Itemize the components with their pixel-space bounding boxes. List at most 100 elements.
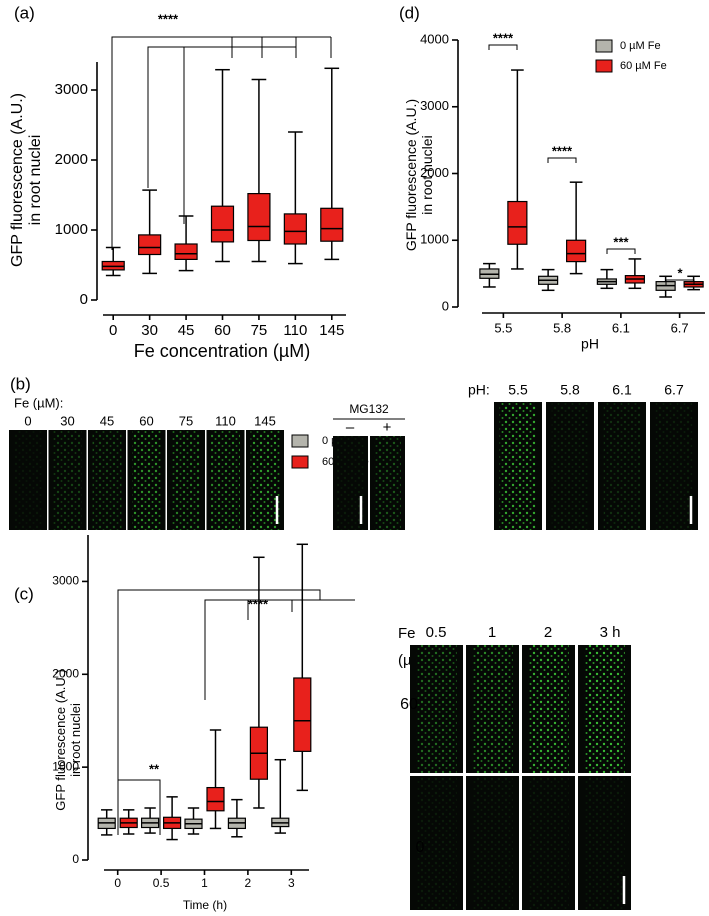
y-tick-label: 2000 (55, 151, 88, 168)
y-axis-label: GFP fluorescence (A.U.)in root nuclei (53, 669, 83, 810)
fe-level: 0 (24, 413, 31, 428)
ph-level: 5.8 (560, 382, 580, 398)
fe-label: Fe (398, 625, 416, 642)
panel-label: (a) (14, 3, 35, 22)
row-label: 0 (416, 839, 425, 856)
significance-label: **** (158, 11, 179, 26)
y-tick-label: 0 (72, 852, 79, 866)
y-tick-label: 0 (80, 291, 88, 308)
significance-label: * (677, 265, 683, 280)
micrograph-signal (472, 645, 513, 773)
micrograph-signal (416, 776, 457, 910)
micrograph-signal (528, 776, 569, 910)
panel-label: (d) (399, 3, 420, 22)
ph-level: 5.5 (508, 382, 528, 398)
x-tick-label: 30 (141, 322, 158, 339)
panel-label: (b) (10, 374, 31, 393)
significance-bracket (606, 248, 636, 254)
mg132-state: – (346, 419, 355, 436)
x-axis-label: Time (h) (183, 898, 227, 912)
x-tick-label: 1 (201, 876, 208, 890)
x-tick-label: 0 (109, 322, 117, 339)
micrograph-signal (13, 430, 43, 530)
significance-label: **** (552, 143, 573, 158)
y-axis-label-line: GFP fluorescence (A.U.) (9, 93, 26, 267)
y-tick-label: 1000 (52, 759, 79, 773)
x-tick-label: 145 (319, 322, 344, 339)
micrograph-signal (528, 645, 569, 773)
significance-label: *** (613, 234, 629, 249)
y-tick-label: 4000 (420, 31, 449, 46)
box (507, 200, 528, 245)
y-tick-label: 3000 (420, 98, 449, 113)
box (283, 213, 307, 245)
y-axis-label-line: GFP fluorescence (A.U.) (53, 669, 68, 810)
legend-swatch (291, 455, 309, 469)
x-tick-label: 45 (178, 322, 195, 339)
micrograph-signal (551, 402, 589, 530)
panel-label: (c) (14, 584, 34, 603)
fe-level: 45 (100, 413, 114, 428)
legend-swatch (291, 434, 309, 448)
y-axis-label-line: in root nuclei (419, 135, 435, 214)
y-axis-label: GFP fluorescence (A.U.)in root nuclei (403, 99, 435, 251)
box (210, 205, 235, 243)
mg132-label: MG132 (349, 402, 389, 416)
time-label: 3 h (600, 624, 621, 641)
significance-bracket (111, 36, 331, 250)
micrograph-signal (416, 645, 457, 773)
row-label: 60 (400, 696, 418, 713)
fe-label: Fe (µM): (14, 395, 63, 410)
y-tick-label: 1000 (55, 221, 88, 238)
micrograph-signal (655, 402, 693, 530)
ph-level: 6.1 (612, 382, 632, 398)
x-tick-label: 6.7 (671, 320, 689, 335)
box (320, 207, 344, 242)
fe-level: 30 (60, 413, 74, 428)
fe-level: 145 (254, 413, 276, 428)
significance-label: ** (149, 761, 160, 776)
box (138, 234, 162, 256)
y-tick-label: 2000 (52, 666, 79, 680)
significance-bracket (117, 779, 161, 835)
x-tick-label: 75 (251, 322, 268, 339)
micrograph-signal (584, 776, 625, 910)
micrograph-signal (92, 430, 122, 530)
significance-bracket (147, 46, 296, 224)
time-label: 1 (488, 624, 496, 641)
x-tick-label: 0 (114, 876, 121, 890)
significance-label: **** (493, 30, 514, 45)
micrograph-signal (584, 645, 625, 773)
micrograph-signal (211, 430, 240, 530)
time-label: 0.5 (426, 624, 447, 641)
micrograph-signal (53, 430, 82, 530)
y-axis-label-line: in root nuclei (27, 135, 44, 226)
x-tick-label: 110 (283, 322, 307, 339)
micrograph-signal (171, 430, 201, 530)
significance-bracket (117, 589, 321, 835)
fe-level: 75 (179, 413, 193, 428)
y-axis-label-line: in root nuclei (68, 703, 83, 777)
legend-swatch (595, 39, 613, 53)
micrograph-signal (374, 436, 401, 530)
y-tick-label: 2000 (420, 165, 449, 180)
x-tick-label: 5.5 (494, 320, 512, 335)
box (293, 677, 312, 752)
x-axis-label: pH (581, 336, 599, 352)
x-tick-label: 60 (214, 322, 231, 339)
x-tick-label: 5.8 (553, 320, 571, 335)
x-tick-label: 0.5 (153, 876, 170, 890)
box (206, 786, 225, 812)
box (566, 239, 587, 263)
box (174, 243, 198, 260)
micrograph-signal (472, 776, 513, 910)
y-tick-label: 3000 (55, 81, 88, 98)
micrograph-signal (132, 430, 161, 530)
significance-label: **** (248, 596, 269, 611)
y-tick-label: 1000 (420, 232, 449, 247)
fe-level: 110 (215, 413, 236, 428)
micrograph-signal (250, 430, 280, 530)
legend-swatch (595, 59, 613, 73)
x-tick-label: 2 (245, 876, 252, 890)
